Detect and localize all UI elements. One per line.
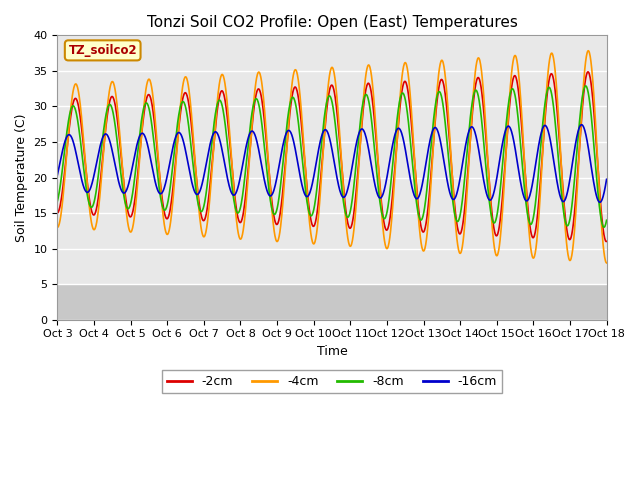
-8cm	[176, 108, 184, 114]
-4cm	[489, 231, 497, 237]
-8cm	[582, 83, 589, 89]
-2cm	[54, 210, 61, 216]
X-axis label: Time: Time	[317, 345, 348, 358]
-16cm	[54, 172, 61, 178]
-16cm	[163, 178, 170, 183]
-2cm	[163, 216, 170, 221]
Y-axis label: Soil Temperature (C): Soil Temperature (C)	[15, 113, 28, 242]
-4cm	[603, 260, 611, 266]
-8cm	[603, 217, 611, 223]
-16cm	[176, 130, 184, 136]
-2cm	[584, 69, 592, 75]
-2cm	[489, 218, 497, 224]
Line: -4cm: -4cm	[58, 51, 607, 263]
-16cm	[603, 177, 611, 182]
-16cm	[578, 122, 586, 128]
-2cm	[176, 118, 184, 124]
-4cm	[54, 225, 61, 230]
-4cm	[237, 236, 245, 242]
-16cm	[417, 187, 425, 192]
-4cm	[176, 113, 184, 119]
-2cm	[602, 239, 610, 244]
-4cm	[584, 48, 592, 54]
-8cm	[600, 224, 608, 230]
-2cm	[237, 219, 245, 225]
-8cm	[417, 217, 425, 223]
-4cm	[163, 230, 170, 236]
-8cm	[538, 137, 545, 143]
-16cm	[237, 171, 245, 177]
-2cm	[603, 239, 611, 244]
Bar	[58, 284, 607, 320]
-16cm	[596, 199, 604, 205]
-8cm	[163, 205, 170, 211]
-8cm	[54, 198, 61, 204]
-2cm	[417, 224, 425, 230]
-8cm	[489, 218, 497, 224]
-16cm	[538, 130, 545, 135]
Title: Tonzi Soil CO2 Profile: Open (East) Temperatures: Tonzi Soil CO2 Profile: Open (East) Temp…	[147, 15, 517, 30]
-4cm	[417, 240, 425, 246]
Line: -8cm: -8cm	[58, 86, 607, 227]
-2cm	[538, 166, 545, 172]
-8cm	[237, 202, 245, 208]
-16cm	[489, 193, 497, 199]
-4cm	[538, 174, 545, 180]
Legend: -2cm, -4cm, -8cm, -16cm: -2cm, -4cm, -8cm, -16cm	[162, 370, 502, 393]
Text: TZ_soilco2: TZ_soilco2	[68, 44, 137, 57]
Line: -16cm: -16cm	[58, 125, 607, 202]
Line: -2cm: -2cm	[58, 72, 607, 241]
